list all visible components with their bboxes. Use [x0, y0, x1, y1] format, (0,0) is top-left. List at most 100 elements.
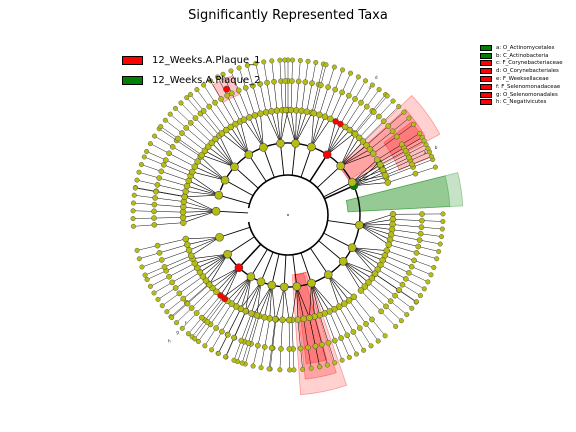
- leaf-node: [417, 130, 423, 136]
- clade-edge: [250, 249, 268, 277]
- branch-edge: [192, 171, 226, 181]
- branch-edge: [311, 282, 330, 312]
- taxon-node: [370, 109, 377, 115]
- taxon-node: [357, 287, 365, 294]
- branch-edge: [240, 281, 262, 309]
- branch-edge: [311, 113, 315, 147]
- branch-edge: [320, 64, 327, 86]
- branch-edge: [380, 264, 406, 280]
- branch-edge: [353, 182, 388, 187]
- branch-edge: [265, 112, 281, 144]
- branch-edge: [192, 253, 228, 260]
- branch-edge: [340, 149, 371, 167]
- branch-edge: [176, 307, 192, 323]
- clade-edge: [248, 154, 267, 182]
- branch-edge: [231, 93, 245, 120]
- leaf-node: [162, 117, 168, 123]
- taxon-node: [286, 346, 293, 352]
- branch-edge: [199, 253, 228, 273]
- leaf-node: [250, 363, 256, 369]
- branch-edge: [137, 245, 158, 251]
- branch-edge: [383, 160, 411, 173]
- branch-edge: [374, 273, 400, 291]
- leaf-node: [409, 305, 415, 311]
- branch-edge: [190, 94, 204, 112]
- taxa-legend-h: h: C_Negativicutes: [480, 99, 563, 107]
- branch-edge: [352, 247, 385, 256]
- branch-edge: [398, 289, 417, 302]
- branch-edge: [371, 277, 396, 296]
- branch-edge: [411, 266, 432, 275]
- taxon-node: [182, 188, 189, 195]
- branch-edge: [295, 110, 297, 144]
- branch-edge: [418, 246, 439, 252]
- taxon-node: [376, 113, 382, 120]
- clade-letter-h: h: [168, 338, 171, 344]
- leaf-node: [401, 109, 407, 115]
- branch-edge: [214, 102, 232, 128]
- taxa-label-d: d: O_Corynebacteriales: [496, 68, 559, 75]
- branch-edge: [259, 83, 267, 113]
- branch-edge: [157, 184, 186, 192]
- branch-edge: [358, 116, 380, 138]
- taxon-node: [219, 328, 225, 335]
- taxon-node: [261, 344, 268, 350]
- taxon-node: [302, 79, 309, 85]
- branch-edge: [359, 224, 393, 226]
- branch-edge: [146, 151, 166, 161]
- branch-edge: [303, 318, 309, 348]
- leaf-node: [179, 325, 185, 331]
- branch-edge: [385, 164, 413, 176]
- clade-edge: [262, 147, 275, 178]
- taxon-node: [151, 208, 157, 215]
- legend-swatch-plaque-2: [122, 75, 143, 85]
- leaf-node: [291, 367, 297, 373]
- taxon-node: [255, 342, 261, 349]
- branch-edge: [185, 191, 219, 196]
- branch-edge: [351, 247, 378, 270]
- leaf-node: [136, 256, 142, 262]
- taxon-node: [318, 82, 324, 88]
- branch-edge: [248, 315, 258, 344]
- branch-edge: [138, 172, 160, 179]
- branch-edge: [340, 337, 350, 358]
- branch-edge: [321, 344, 328, 365]
- branch-edge: [290, 81, 293, 111]
- clade-edge: [327, 220, 360, 226]
- branch-edge: [208, 267, 240, 285]
- branch-edge: [326, 126, 346, 155]
- taxon-node: [371, 270, 379, 277]
- taxon-node: [211, 206, 221, 216]
- branch-edge: [359, 224, 391, 240]
- taxon-node: [267, 280, 277, 290]
- taxon-node: [356, 325, 363, 331]
- taxon-node: [295, 78, 302, 85]
- branch-edge: [182, 312, 197, 329]
- leaf-node: [353, 351, 359, 357]
- taxon-node: [251, 112, 259, 119]
- branch-edge: [197, 161, 226, 181]
- branch-edge: [359, 224, 389, 245]
- taxon-node: [278, 345, 284, 352]
- taxon-node: [369, 316, 375, 323]
- branch-edge: [364, 286, 387, 307]
- taxon-node: [240, 116, 248, 123]
- leaf-node: [136, 169, 142, 175]
- branch-edge: [330, 92, 343, 120]
- branch-edge: [290, 110, 296, 144]
- leaf-node: [231, 357, 237, 363]
- leaf-node: [159, 303, 165, 309]
- branch-edge: [340, 134, 356, 167]
- leaf-node: [192, 336, 198, 342]
- taxon-node: [213, 325, 219, 331]
- branch-edge: [191, 236, 220, 256]
- branch-edge: [335, 95, 350, 122]
- taxon-node: [199, 314, 205, 321]
- taxon-node: [169, 143, 176, 150]
- branch-edge: [392, 219, 422, 221]
- taxon-node: [188, 168, 196, 176]
- taxon-node: [268, 108, 275, 115]
- clade-edge: [280, 143, 285, 176]
- branch-edge: [300, 348, 303, 370]
- branch-edge: [394, 295, 412, 309]
